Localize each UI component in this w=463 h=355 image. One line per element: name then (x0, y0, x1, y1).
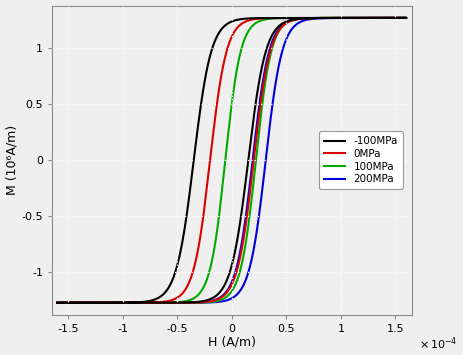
200MPa (55, 301, 60, 305)
100MPa (68, 301, 73, 305)
-100MPa (68, 301, 73, 305)
0MPa (370, 16, 376, 20)
100MPa (180, 301, 185, 305)
200MPa (180, 301, 185, 305)
0MPa (68, 301, 73, 305)
Legend: -100MPa, 0MPa, 100MPa, 200MPa: -100MPa, 0MPa, 100MPa, 200MPa (319, 131, 403, 190)
Text: $\times\,10^{-4}$: $\times\,10^{-4}$ (419, 335, 457, 352)
-100MPa (370, 16, 376, 20)
-100MPa (55, 301, 60, 305)
-100MPa (404, 16, 409, 20)
200MPa (55, 301, 60, 305)
200MPa (404, 16, 409, 20)
100MPa (370, 16, 376, 20)
0MPa (271, 16, 277, 20)
0MPa (395, 16, 401, 20)
200MPa (68, 301, 73, 305)
100MPa (55, 301, 60, 305)
-100MPa (271, 16, 277, 20)
Line: 200MPa: 200MPa (57, 18, 407, 303)
0MPa (55, 301, 60, 305)
-100MPa (395, 16, 401, 20)
0MPa (404, 16, 409, 20)
200MPa (370, 16, 376, 20)
-100MPa (180, 300, 185, 305)
X-axis label: H (A/m): H (A/m) (208, 335, 256, 349)
200MPa (395, 16, 401, 20)
100MPa (395, 16, 401, 20)
-100MPa (99, 301, 105, 305)
100MPa (55, 301, 60, 305)
-100MPa (55, 301, 60, 305)
Y-axis label: M (10⁶A/m): M (10⁶A/m) (6, 125, 19, 195)
100MPa (99, 301, 105, 305)
Line: -100MPa: -100MPa (57, 18, 407, 303)
200MPa (99, 301, 105, 305)
200MPa (271, 35, 277, 39)
Line: 0MPa: 0MPa (57, 18, 407, 303)
0MPa (180, 301, 185, 305)
Line: 100MPa: 100MPa (57, 18, 407, 303)
100MPa (271, 16, 277, 21)
0MPa (99, 301, 105, 305)
0MPa (55, 301, 60, 305)
100MPa (404, 16, 409, 20)
